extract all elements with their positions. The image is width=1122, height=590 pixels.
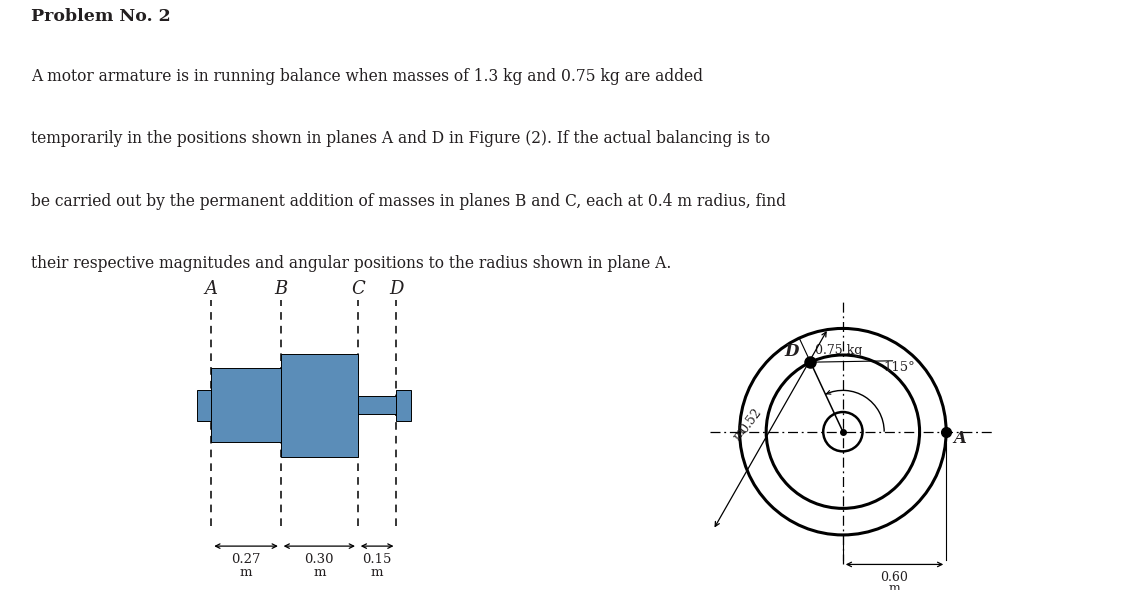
Text: their respective magnitudes and angular positions to the radius shown in plane A: their respective magnitudes and angular … — [31, 255, 672, 272]
Text: 0.30: 0.30 — [304, 553, 334, 566]
Text: 0.52: 0.52 — [737, 407, 764, 436]
Text: 115°: 115° — [883, 360, 916, 373]
Text: 0.75 kg: 0.75 kg — [816, 345, 863, 358]
Text: m: m — [240, 566, 252, 579]
Text: A: A — [953, 431, 966, 447]
Bar — [211, 368, 280, 442]
Text: A motor armature is in running balance when masses of 1.3 kg and 0.75 kg are add: A motor armature is in running balance w… — [31, 68, 703, 85]
Text: 0.27: 0.27 — [231, 553, 260, 566]
Text: B: B — [274, 280, 287, 298]
Text: C: C — [351, 280, 365, 298]
Text: temporarily in the positions shown in planes A and D in Figure (2). If the actua: temporarily in the positions shown in pl… — [31, 130, 771, 148]
Text: A: A — [205, 280, 218, 298]
Text: D: D — [389, 280, 404, 298]
Bar — [196, 389, 211, 421]
Text: 0.60: 0.60 — [881, 571, 909, 584]
Text: m: m — [371, 566, 384, 579]
Text: m: m — [313, 566, 325, 579]
Text: be carried out by the permanent addition of masses in planes B and C, each at 0.: be carried out by the permanent addition… — [31, 192, 787, 209]
Text: m: m — [730, 425, 748, 442]
Text: Problem No. 2: Problem No. 2 — [31, 8, 171, 25]
Text: 0.15: 0.15 — [362, 553, 392, 566]
Text: D: D — [784, 343, 798, 360]
Bar — [280, 354, 358, 457]
Bar — [211, 396, 396, 414]
Text: m: m — [889, 582, 900, 590]
Bar — [396, 389, 411, 421]
